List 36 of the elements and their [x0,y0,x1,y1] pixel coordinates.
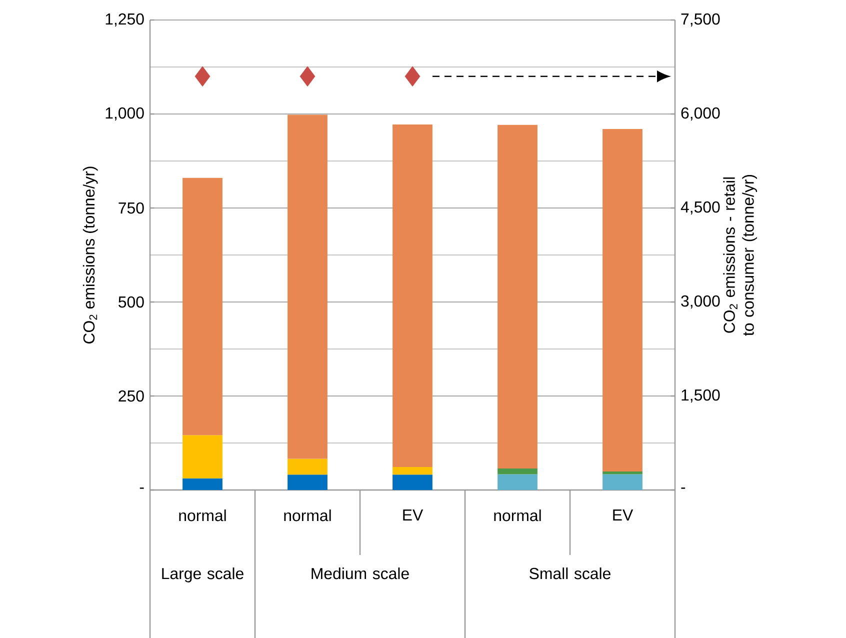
y2-tick-label: 1,500 [682,389,720,403]
y2-tick-label: 4,500 [680,201,720,215]
y-tick-label: - [140,488,144,489]
y-tick-label: 500 [118,296,144,308]
x-tick-label: EV [403,509,424,520]
bar [392,467,432,475]
x-tick-label: normal [179,510,226,522]
bar [498,124,538,469]
text: Large scale [162,568,244,582]
bar [288,458,328,475]
bar [498,474,538,490]
y2-tick-label: - [681,488,686,489]
y-tick-label: 1,000 [106,107,144,121]
bar [182,178,222,436]
bar [288,114,328,459]
y-tick-label: 1,250 [106,13,144,27]
bar [182,478,222,490]
y-axis-title: CO$_{2}$ emissions (tonne/yr) [82,166,98,344]
text: Medium scale [312,568,409,580]
bar [392,474,432,490]
bar [288,474,328,490]
x-tick-label: EV [613,509,634,520]
x-tick-label: normal [494,510,541,522]
bar [602,129,642,472]
text: Small scale [530,568,610,580]
bar [392,124,432,468]
x-tick-label: normal [284,510,331,522]
bar [602,474,642,490]
y2-tick-label: 7,500 [681,13,720,27]
y-tick-label: 750 [118,202,144,214]
y2-tick-label: 3,000 [681,295,720,309]
bar [498,468,538,474]
y2-tick-label: 6,000 [681,107,720,121]
bar [602,472,642,474]
y-tick-label: 250 [118,390,144,402]
bar [182,435,222,478]
